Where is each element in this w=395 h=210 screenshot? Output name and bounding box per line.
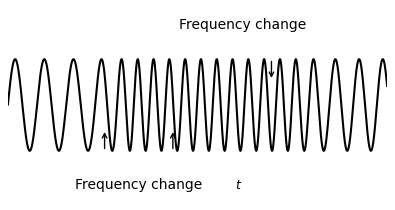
Text: t: t xyxy=(235,179,240,192)
Text: Frequency change: Frequency change xyxy=(179,18,307,32)
Text: Frequency change: Frequency change xyxy=(75,178,202,192)
